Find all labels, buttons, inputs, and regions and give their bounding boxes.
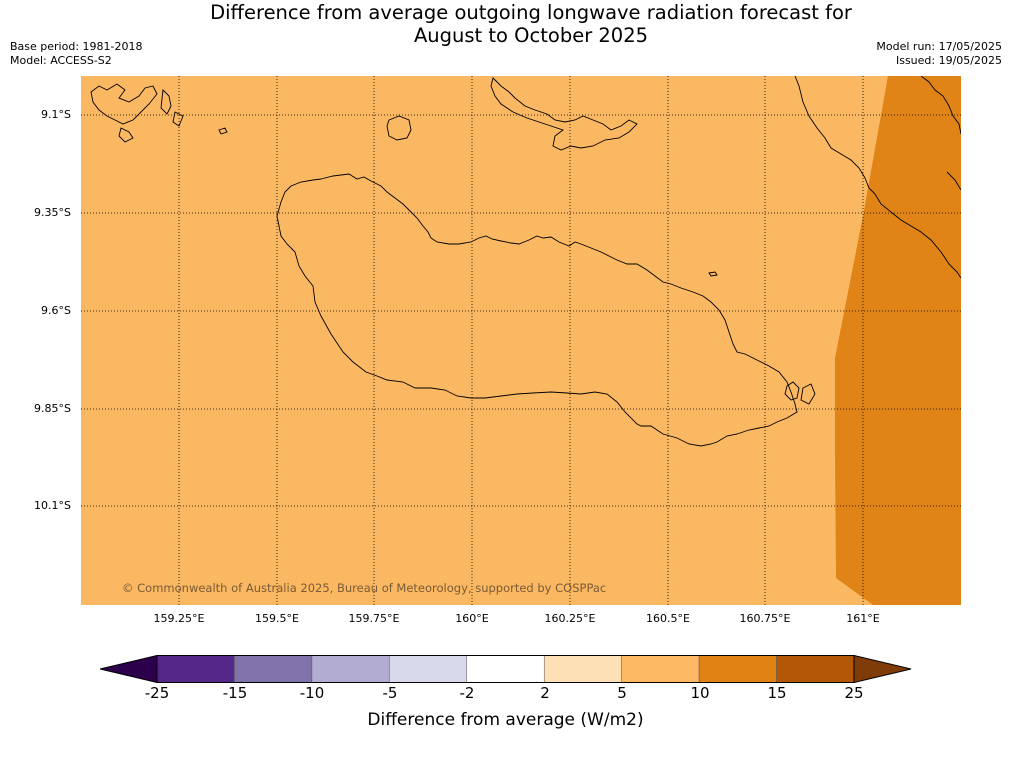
- issued-date: Issued: 19/05/2025: [895, 54, 1002, 67]
- colorbar-cell: [466, 655, 545, 683]
- colorbar-outline: [156, 655, 855, 683]
- map-panel: [81, 76, 961, 605]
- lat-label-2: 9.35°S: [34, 206, 71, 219]
- colorbar-extend-low: [100, 655, 158, 683]
- lon-label-6: 160.5°E: [646, 612, 690, 625]
- colorbar-tick-8: 10: [690, 684, 710, 702]
- model-name: Model: ACCESS-S2: [10, 54, 112, 67]
- malaita-north: [920, 76, 961, 191]
- colorbar-tick-5: -2: [459, 684, 475, 702]
- chart-title: Difference from average outgoing longwav…: [0, 1, 1011, 47]
- colorbar-tick-4: -5: [382, 684, 398, 702]
- lon-label-3: 159.75°E: [348, 612, 400, 625]
- lat-label-4: 9.85°S: [34, 402, 71, 415]
- lon-label-8: 161°E: [846, 612, 880, 625]
- lat-label-1: 9.1°S: [41, 108, 71, 121]
- nggela-islands: [490, 77, 638, 151]
- colorbar-cell: [543, 655, 622, 683]
- lon-label-7: 160.75°E: [739, 612, 791, 625]
- colorbar-tick-2: -15: [222, 684, 248, 702]
- russell-islands: [90, 83, 228, 143]
- island-guadalcanal: [276, 173, 798, 447]
- base-period: Base period: 1981-2018: [10, 40, 143, 53]
- colorbar-cell: [698, 655, 777, 683]
- marau-islets: [784, 381, 816, 405]
- meta-left: Base period: 1981-2018 Model: ACCESS-S2: [10, 40, 142, 68]
- chart-title-line1: Difference from average outgoing longwav…: [210, 1, 852, 24]
- colorbar-cell: [621, 655, 700, 683]
- islet-small: [708, 271, 718, 277]
- colorbar-cell: [311, 655, 390, 683]
- colorbar-label: Difference from average (W/m2): [367, 710, 644, 730]
- colorbar-extend-high: [853, 655, 912, 683]
- colorbar-tick-10: 25: [844, 684, 864, 702]
- map-svg: [81, 76, 961, 605]
- lon-label-4: 160°E: [455, 612, 489, 625]
- model-run: Model run: 17/05/2025: [876, 40, 1002, 53]
- chart-title-line2: August to October 2025: [413, 24, 649, 47]
- colorbar-tick-6: 2: [540, 684, 550, 702]
- colorbar-cell: [234, 655, 313, 683]
- colorbar-cell: [389, 655, 468, 683]
- lat-label-3: 9.6°S: [41, 304, 71, 317]
- colorbar-tick-9: 15: [767, 684, 787, 702]
- anomaly-field-5-10: [81, 76, 961, 605]
- meta-right: Model run: 17/05/2025 Issued: 19/05/2025: [876, 40, 1002, 68]
- colorbar-tick-3: -10: [299, 684, 325, 702]
- anomaly-field-10-15: [835, 76, 961, 605]
- lon-label-1: 159.25°E: [153, 612, 205, 625]
- colorbar-cell: [156, 655, 235, 683]
- copyright-notice: © Commonwealth of Australia 2025, Bureau…: [122, 581, 607, 595]
- lat-label-5: 10.1°S: [34, 499, 71, 512]
- lon-label-2: 159.5°E: [255, 612, 299, 625]
- colorbar: [100, 655, 912, 683]
- malaita-coast: [794, 76, 961, 279]
- colorbar-cell: [776, 655, 855, 683]
- coastlines: [90, 76, 961, 447]
- lon-label-5: 160.25°E: [544, 612, 596, 625]
- colorbar-tick-1: -25: [144, 684, 170, 702]
- graticule: [81, 76, 961, 605]
- island-savo: [386, 115, 412, 141]
- colorbar-tick-7: 5: [617, 684, 627, 702]
